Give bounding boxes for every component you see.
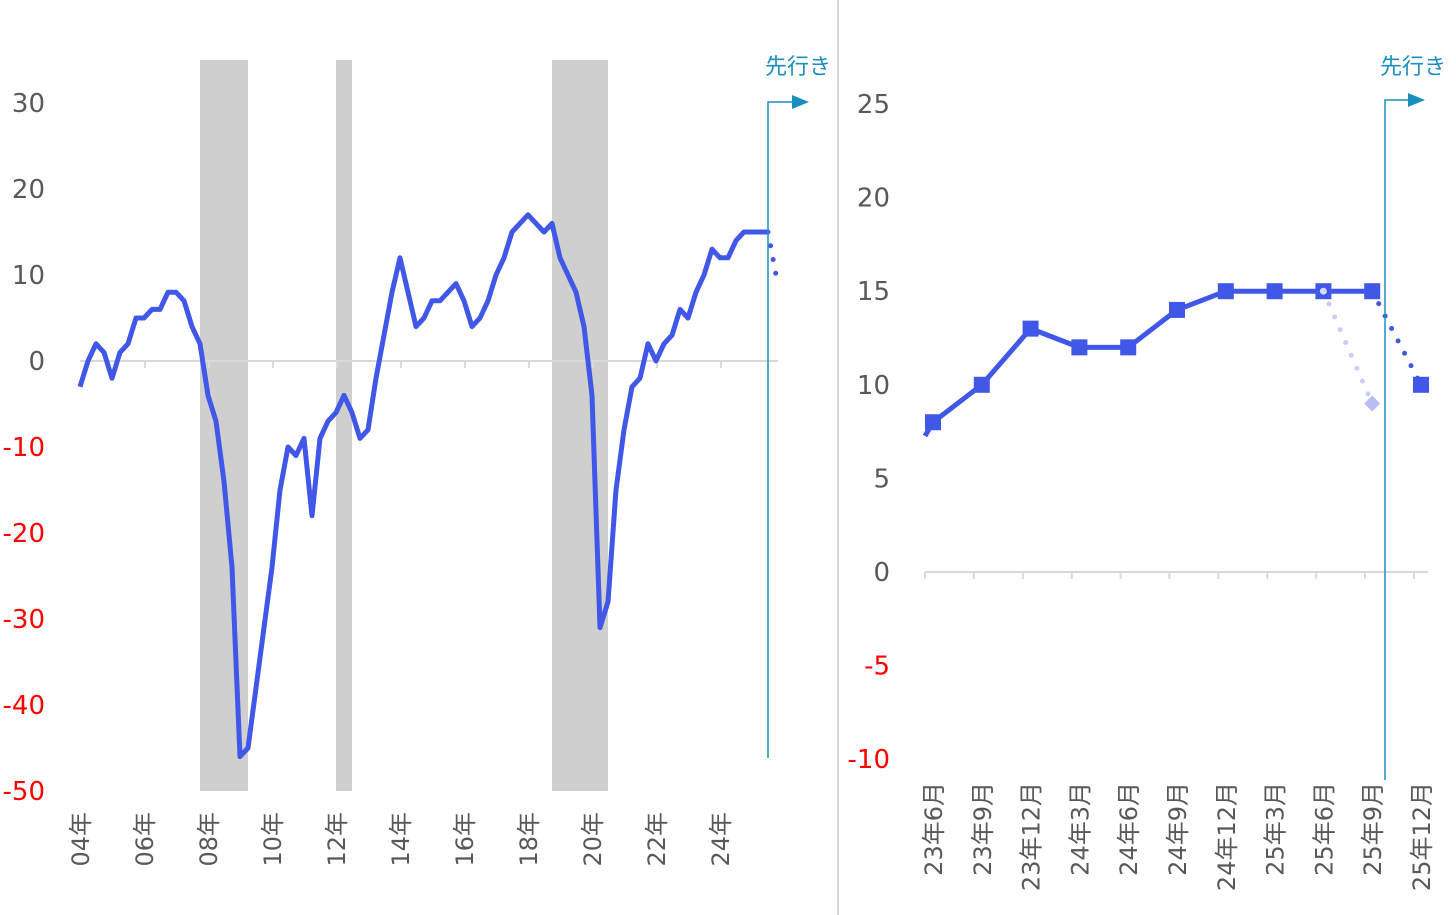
forecast-line [1369, 288, 1424, 388]
x-tick-label: 25年9月 [1359, 782, 1387, 876]
x-tick-label: 16年 [451, 812, 479, 867]
data-point-marker [973, 376, 990, 393]
recession-band [336, 60, 352, 791]
y-tick-label: -50 [3, 777, 45, 807]
previous-forecast-marker [1364, 395, 1381, 412]
x-tick-label: 25年3月 [1262, 782, 1290, 876]
data-point-marker [1022, 320, 1039, 337]
x-tick-label: 20年 [579, 812, 607, 867]
forecast-marker [1413, 376, 1429, 393]
x-tick-label: 10年 [259, 812, 287, 867]
data-point-marker [1169, 301, 1185, 318]
lead-label: 先行き [1380, 55, 1446, 80]
y-tick-label: -30 [3, 605, 45, 635]
lead-indicator-line [767, 101, 795, 758]
y-tick-label: 20 [857, 184, 890, 214]
data-point-marker [925, 414, 941, 431]
recession-band [552, 60, 608, 791]
y-tick-label: 30 [12, 89, 45, 119]
x-tick-label: 06年 [131, 812, 159, 867]
x-tick-label: 14年 [387, 812, 415, 867]
recession-band [200, 60, 248, 791]
y-tick-label: 0 [28, 347, 45, 377]
arrow-right-icon [792, 95, 809, 109]
y-tick-label: 10 [857, 371, 890, 401]
marker-dot [1319, 287, 1327, 295]
y-tick-label: 20 [12, 175, 45, 205]
x-tick-label: 24年9月 [1164, 782, 1192, 876]
y-tick-label: 10 [12, 261, 45, 291]
data-point-marker [1364, 283, 1381, 300]
lead-indicator-line [1384, 99, 1412, 780]
y-tick-label: -40 [3, 691, 45, 721]
y-tick-label: 15 [857, 277, 890, 307]
previous-forecast-line [1320, 288, 1375, 407]
x-tick-label: 24年3月 [1066, 782, 1094, 876]
y-tick-label: 0 [873, 558, 890, 588]
x-tick-label: 24年6月 [1115, 782, 1143, 876]
data-point-marker [1217, 283, 1234, 300]
x-tick-label: 25年12月 [1408, 782, 1436, 891]
x-tick-label: 23年6月 [920, 782, 948, 876]
x-tick-label: 12年 [323, 812, 351, 867]
x-tick-label: 23年9月 [969, 782, 997, 876]
x-tick-label: 08年 [195, 812, 223, 867]
y-tick-label: -10 [848, 745, 890, 775]
y-tick-label: -20 [3, 519, 45, 549]
arrow-right-icon [1408, 93, 1425, 107]
y-tick-label: -5 [864, 652, 890, 682]
lead-label: 先行き [765, 55, 831, 80]
y-tick-label: 25 [857, 90, 890, 120]
series-line [922, 288, 1373, 438]
x-tick-label: 23年12月 [1018, 782, 1046, 891]
data-point-marker [1266, 283, 1283, 300]
data-point-marker [1120, 339, 1137, 356]
y-tick-label: -10 [3, 433, 45, 463]
x-tick-label: 22年 [643, 812, 671, 867]
x-tick-label: 24年 [707, 812, 735, 867]
x-tick-label: 25年6月 [1310, 782, 1338, 876]
series-line [77, 212, 768, 760]
y-tick-label: 5 [873, 464, 890, 494]
x-tick-label: 04年 [67, 812, 95, 867]
x-tick-label: 18年 [515, 812, 543, 867]
forecast-line [765, 229, 779, 278]
x-tick-label: 24年12月 [1213, 782, 1241, 891]
data-point-marker [1071, 339, 1088, 356]
